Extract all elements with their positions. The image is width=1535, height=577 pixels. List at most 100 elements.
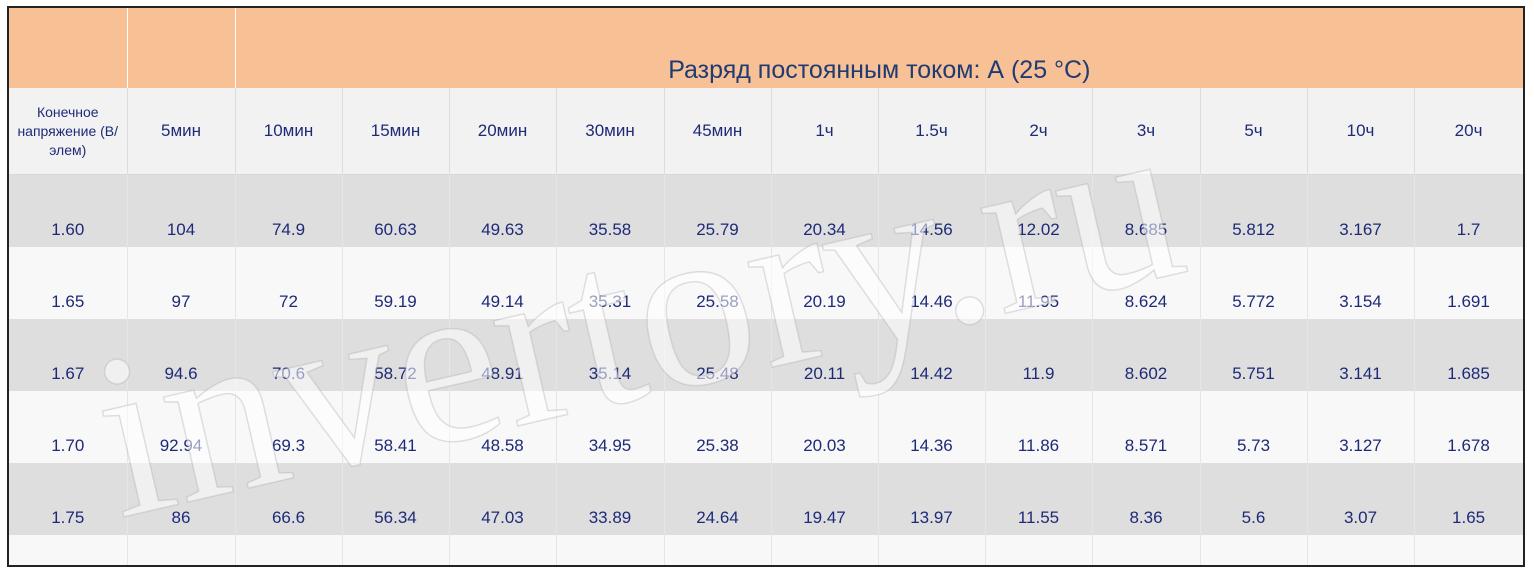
current-cell: 14.42 — [878, 319, 986, 391]
current-cell: 11.86 — [985, 391, 1093, 463]
current-cell: 8.685 — [1092, 174, 1201, 247]
column-header: 30мин — [556, 88, 665, 175]
column-header-voltage: Конечное напряжение (В/элем) — [9, 88, 128, 175]
current-cell: 1.7 — [1414, 174, 1523, 247]
current-cell: 59.19 — [342, 247, 450, 319]
current-cell: 25.48 — [664, 319, 772, 391]
current-cell: 3.029 — [1307, 535, 1415, 565]
current-cell: 45.28 — [449, 535, 557, 565]
current-cell: 1.65 — [1414, 463, 1523, 535]
current-cell: 11.25 — [985, 535, 1093, 565]
current-cell: 58.72 — [342, 319, 450, 391]
current-cell: 25.58 — [664, 247, 772, 319]
column-header: 10мин — [235, 88, 343, 175]
voltage-cell: 1.75 — [9, 463, 128, 535]
discharge-table: Разряд постоянным током: А (25 °C) Конеч… — [9, 8, 1523, 565]
table-row: 1.70 92.94 69.3 58.41 48.58 34.95 25.38 20.03 14… — [9, 391, 1523, 463]
table-title: Разряд постоянным током: А (25 °C) — [668, 56, 1091, 84]
current-cell: 72 — [235, 247, 343, 319]
current-cell: 60.63 — [342, 174, 450, 247]
current-cell: 8.571 — [1092, 391, 1201, 463]
current-cell: 8.624 — [1092, 247, 1201, 319]
current-cell: 14.56 — [878, 174, 986, 247]
current-cell: 23.89 — [664, 535, 772, 565]
current-cell: 13.59 — [878, 535, 986, 565]
current-cell: 32.72 — [556, 535, 665, 565]
table-row: 1.65 97 72 59.19 49.14 35.31 25.58 20.19 14.46 11… — [9, 247, 1523, 319]
current-cell: 35.58 — [556, 174, 665, 247]
voltage-cell: 1.65 — [9, 247, 128, 319]
column-header: 10ч — [1307, 88, 1415, 175]
table-row: 1.8077.2263.0854.145.2832.7223.8918.9213… — [9, 535, 1523, 565]
current-cell: 1.678 — [1414, 391, 1523, 463]
current-cell: 3.154 — [1307, 247, 1415, 319]
current-cell: 14.46 — [878, 247, 986, 319]
current-cell: 8.36 — [1092, 463, 1201, 535]
current-cell: 5.772 — [1200, 247, 1308, 319]
current-cell: 5.494 — [1200, 535, 1308, 565]
current-cell: 56.34 — [342, 463, 450, 535]
column-header: 20мин — [449, 88, 557, 175]
current-cell: 13.97 — [878, 463, 986, 535]
current-cell: 14.36 — [878, 391, 986, 463]
column-header: 5мин — [127, 88, 236, 175]
table-row: 1.60 104 74.9 60.63 49.63 35.58 25.79 20.34 14.5… — [9, 174, 1523, 247]
current-cell: 1.685 — [1414, 319, 1523, 391]
current-cell: 1.635 — [1414, 535, 1523, 565]
current-cell: 11.9 — [985, 319, 1093, 391]
current-cell: 20.34 — [771, 174, 879, 247]
current-cell: 3.167 — [1307, 174, 1415, 247]
column-header: 1.5ч — [878, 88, 986, 175]
current-cell: 20.03 — [771, 391, 879, 463]
current-cell: 49.63 — [449, 174, 557, 247]
current-cell: 11.55 — [985, 463, 1093, 535]
column-header: 15мин — [342, 88, 450, 175]
current-cell: 63.08 — [235, 535, 343, 565]
current-cell: 8.17 — [1092, 535, 1201, 565]
current-cell: 66.6 — [235, 463, 343, 535]
current-cell: 48.91 — [449, 319, 557, 391]
current-cell: 5.6 — [1200, 463, 1308, 535]
current-cell: 19.47 — [771, 463, 879, 535]
current-cell: 33.89 — [556, 463, 665, 535]
column-header: 5ч — [1200, 88, 1308, 175]
current-cell: 8.602 — [1092, 319, 1201, 391]
discharge-table-frame: Разряд постоянным током: А (25 °C) Конеч… — [7, 6, 1525, 567]
column-header: 3ч — [1092, 88, 1201, 175]
current-cell: 25.79 — [664, 174, 772, 247]
column-header: 2ч — [985, 88, 1093, 175]
current-cell: 70.6 — [235, 319, 343, 391]
voltage-cell: 1.60 — [9, 174, 128, 247]
current-cell: 77.22 — [127, 535, 236, 565]
current-cell: 69.3 — [235, 391, 343, 463]
current-cell: 5.751 — [1200, 319, 1308, 391]
current-cell: 47.03 — [449, 463, 557, 535]
current-cell: 54.1 — [342, 535, 450, 565]
current-cell: 35.31 — [556, 247, 665, 319]
current-cell: 5.812 — [1200, 174, 1308, 247]
current-cell: 20.11 — [771, 319, 879, 391]
current-cell: 104 — [127, 174, 236, 247]
current-cell: 86 — [127, 463, 236, 535]
current-cell: 18.92 — [771, 535, 879, 565]
current-cell: 24.64 — [664, 463, 772, 535]
current-cell: 3.07 — [1307, 463, 1415, 535]
current-cell: 35.14 — [556, 319, 665, 391]
current-cell: 5.73 — [1200, 391, 1308, 463]
current-cell: 3.141 — [1307, 319, 1415, 391]
table-body: 1.60 104 74.9 60.63 49.63 35.58 25.79 20.34 14.5… — [9, 174, 1523, 565]
current-cell: 20.19 — [771, 247, 879, 319]
table-title-row: Разряд постоянным током: А (25 °C) — [9, 8, 1523, 88]
table-row: 1.67 94.6 70.6 58.72 48.91 35.14 25.48 20.11 14.… — [9, 319, 1523, 391]
current-cell: 74.9 — [235, 174, 343, 247]
current-cell: 58.41 — [342, 391, 450, 463]
table-title-cell: Разряд постоянным током: А (25 °C) — [235, 8, 1523, 88]
voltage-cell: 1.80 — [9, 535, 128, 565]
current-cell: 34.95 — [556, 391, 665, 463]
voltage-cell: 1.70 — [9, 391, 128, 463]
current-cell: 49.14 — [449, 247, 557, 319]
table-row: 1.75 86 66.6 56.34 47.03 33.89 24.64 19.47 13.97… — [9, 463, 1523, 535]
current-cell: 3.127 — [1307, 391, 1415, 463]
current-cell: 97 — [127, 247, 236, 319]
current-cell: 94.6 — [127, 319, 236, 391]
